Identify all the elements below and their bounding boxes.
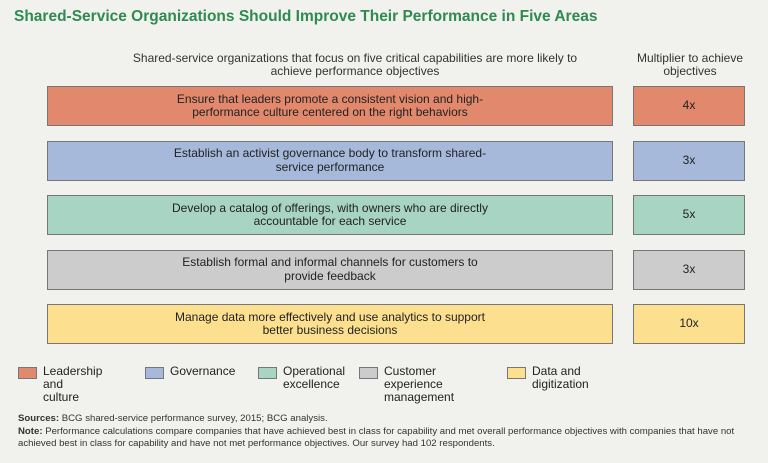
- legend-swatch: [258, 367, 277, 379]
- note-line: Note: Performance calculations compare c…: [18, 425, 735, 450]
- legend-label: Governance: [170, 364, 236, 378]
- multiplier-value: 3x: [633, 140, 745, 181]
- chart-title: Shared-Service Organizations Should Impr…: [14, 8, 598, 25]
- legend-label: Operational excellence: [283, 364, 346, 391]
- multiplier-value: 10x: [633, 304, 745, 344]
- capability-box: Develop a catalog of offerings, with own…: [47, 195, 613, 235]
- legend-label: Customer experience management: [384, 364, 455, 404]
- capabilities-column-header: Shared-service organizations that focus …: [132, 51, 578, 78]
- capability-box: Establish formal and informal channels f…: [47, 249, 613, 290]
- multiplier-value: 3x: [633, 249, 745, 290]
- capability-box: Ensure that leaders promote a consistent…: [47, 86, 613, 126]
- multiplier-column-header: Multiplier to achieve objectives: [636, 51, 744, 78]
- legend-label: Data and digitization: [532, 364, 589, 391]
- capability-box: Establish an activist governance body to…: [47, 140, 613, 181]
- legend-label: Leadership and culture: [43, 364, 103, 404]
- multiplier-value: 5x: [633, 195, 745, 235]
- multiplier-value: 4x: [633, 86, 745, 126]
- legend: Leadership and culture Governance Operatio…: [18, 364, 758, 404]
- footnotes: Sources: BCG shared-service performance …: [18, 413, 758, 451]
- legend-swatch: [507, 367, 526, 379]
- legend-swatch: [18, 367, 37, 379]
- capability-box: Manage data more effectively and use ana…: [47, 304, 613, 344]
- legend-swatch: [359, 367, 378, 379]
- legend-swatch: [145, 367, 164, 379]
- sources-line: Sources: BCG shared-service performance …: [18, 413, 328, 424]
